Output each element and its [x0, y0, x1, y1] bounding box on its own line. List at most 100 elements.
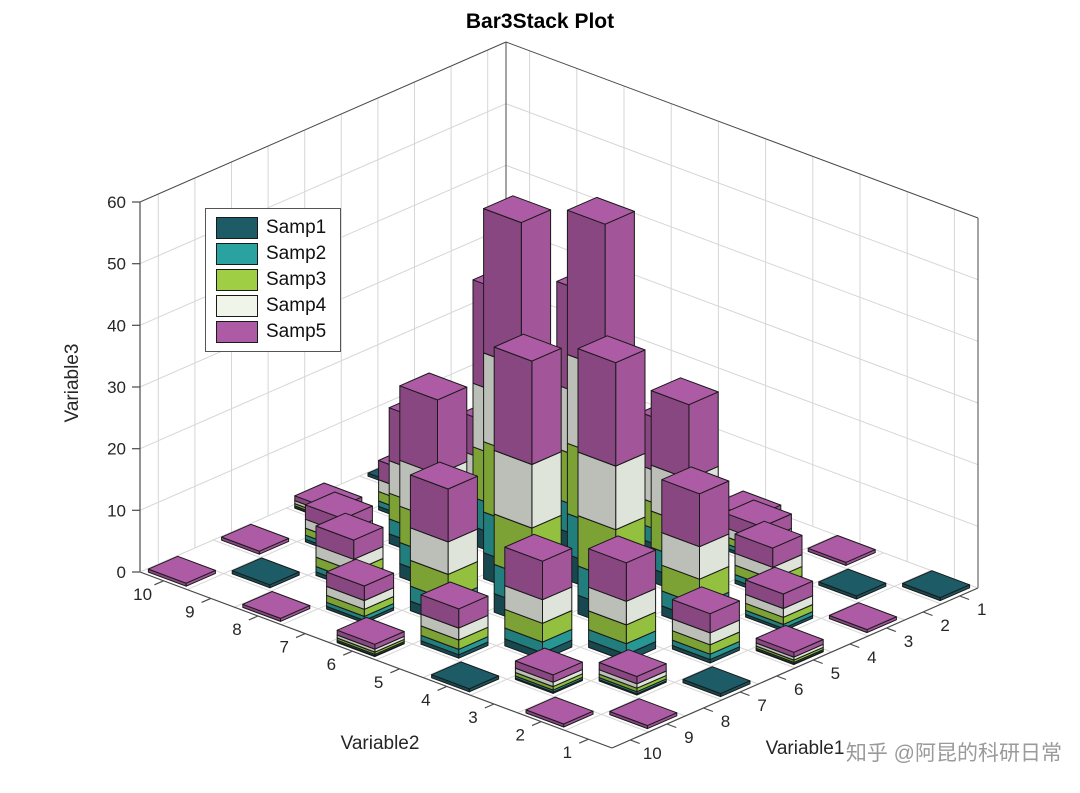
- legend-item-samp2: Samp2: [216, 243, 326, 265]
- legend-label: Samp5: [266, 321, 327, 342]
- legend-label: Samp1: [266, 217, 327, 238]
- legend-label: Samp3: [266, 269, 327, 290]
- bar-segment-top: [493, 333, 562, 362]
- legend-item-samp3: Samp3: [216, 269, 326, 291]
- legend-item-samp5: Samp5: [216, 321, 326, 343]
- x-tick-label: 1: [977, 600, 986, 619]
- bar-segment-top: [399, 372, 468, 401]
- bar-segment-top: [304, 491, 373, 520]
- x-tick-label: 9: [684, 728, 693, 747]
- floor-tile-top: [242, 591, 311, 619]
- wall-grid-line: [139, 349, 507, 511]
- floor-tile-top: [807, 535, 876, 563]
- y-tick-label: 9: [185, 602, 194, 621]
- floor-tile-top: [147, 555, 216, 584]
- wall-grid-line: [139, 103, 507, 265]
- y-tick-label: 1: [563, 743, 572, 762]
- y-tick: [248, 615, 259, 621]
- bar-segment-side: [615, 452, 646, 531]
- floor-tile-top: [431, 661, 500, 690]
- legend-swatch: [216, 243, 258, 265]
- x-tick: [959, 595, 970, 601]
- wall-top-edge: [505, 41, 979, 219]
- legend-item-samp1: Samp1: [216, 217, 326, 239]
- floor-tile-top: [231, 557, 300, 586]
- wall-grid-line: [505, 164, 979, 342]
- bar-segment-side: [688, 391, 719, 480]
- z-tick-label: 50: [107, 255, 126, 274]
- legend-label: Samp4: [266, 295, 327, 316]
- x-tick: [776, 675, 787, 681]
- x-tick-label: 8: [721, 712, 730, 731]
- x-tick: [813, 659, 823, 665]
- bar-segment-top: [755, 624, 824, 653]
- x-tick: [886, 627, 897, 633]
- floor-tile-top: [221, 523, 290, 552]
- bar-segment-top: [315, 512, 384, 541]
- watermark: 知乎 @阿昆的科研日常: [845, 742, 1062, 765]
- bar-segment-side: [650, 390, 690, 480]
- y-tick: [578, 738, 589, 744]
- legend-swatch: [216, 295, 258, 317]
- y-tick: [390, 668, 400, 674]
- x-tick-label: 4: [867, 648, 876, 667]
- bar-segment-top: [650, 377, 719, 406]
- floor-tile-top: [525, 696, 594, 725]
- y-tick-label: 6: [327, 655, 336, 674]
- y-tick: [154, 580, 164, 586]
- x-tick: [630, 739, 640, 745]
- x-tick-label: 2: [940, 616, 949, 635]
- bar-segment-side: [577, 348, 617, 467]
- z-tick-label: 60: [107, 193, 126, 212]
- floor-tile-top: [609, 698, 678, 727]
- y-tick-label: 3: [468, 708, 477, 727]
- x-tick: [703, 707, 714, 713]
- y-axis-label: Variable2: [340, 733, 420, 754]
- x-tick-label: 10: [643, 744, 662, 763]
- wall-grid-line: [139, 288, 507, 450]
- z-axis-label: Variable3: [62, 343, 83, 423]
- legend: Samp1 Samp2 Samp3 Samp4 Samp5: [205, 208, 342, 352]
- bar-segment-side: [399, 385, 438, 475]
- z-tick-label: 30: [107, 378, 126, 397]
- bar-segment-top: [336, 616, 405, 645]
- floor-tile-top: [828, 602, 897, 631]
- z-tick-label: 40: [107, 316, 126, 335]
- y-tick-label: 10: [133, 585, 152, 604]
- floor-tile-top: [818, 568, 887, 597]
- y-tick: [342, 650, 353, 656]
- x-tick-label: 6: [794, 680, 803, 699]
- wall-top-edge: [139, 41, 507, 203]
- x-axis-label: Variable1: [765, 738, 845, 759]
- y-tick: [295, 633, 306, 639]
- legend-swatch: [216, 321, 258, 343]
- chart-title: Bar3Stack Plot: [465, 10, 615, 33]
- y-tick: [201, 597, 212, 603]
- bar-segment-top: [577, 335, 646, 364]
- bar-segment-top: [671, 586, 740, 615]
- bar-segment-top: [326, 558, 395, 587]
- y-tick-label: 4: [421, 690, 430, 709]
- y-tick: [531, 721, 542, 727]
- x-tick: [922, 611, 933, 617]
- legend-label: Samp2: [266, 243, 327, 264]
- y-tick-label: 8: [232, 620, 241, 639]
- z-tick-label: 10: [107, 501, 126, 520]
- bar-segment-side: [493, 346, 533, 465]
- bar-segment-top: [420, 581, 489, 610]
- bar-segment-top: [566, 196, 635, 225]
- x-tick-label: 5: [831, 664, 840, 683]
- legend-swatch: [216, 269, 258, 291]
- x-tick-label: 3: [904, 632, 913, 651]
- bar-segment-side: [531, 347, 562, 465]
- bar-segment-top: [745, 566, 814, 595]
- bar-segment-top: [409, 461, 478, 490]
- floor-tile-top: [682, 666, 751, 695]
- bar-segment-side: [437, 386, 468, 475]
- y-tick-label: 2: [515, 726, 524, 745]
- z-tick-label: 20: [107, 440, 126, 459]
- y-tick: [437, 685, 448, 691]
- x-tick: [739, 691, 750, 697]
- wall-grid-line: [505, 103, 979, 281]
